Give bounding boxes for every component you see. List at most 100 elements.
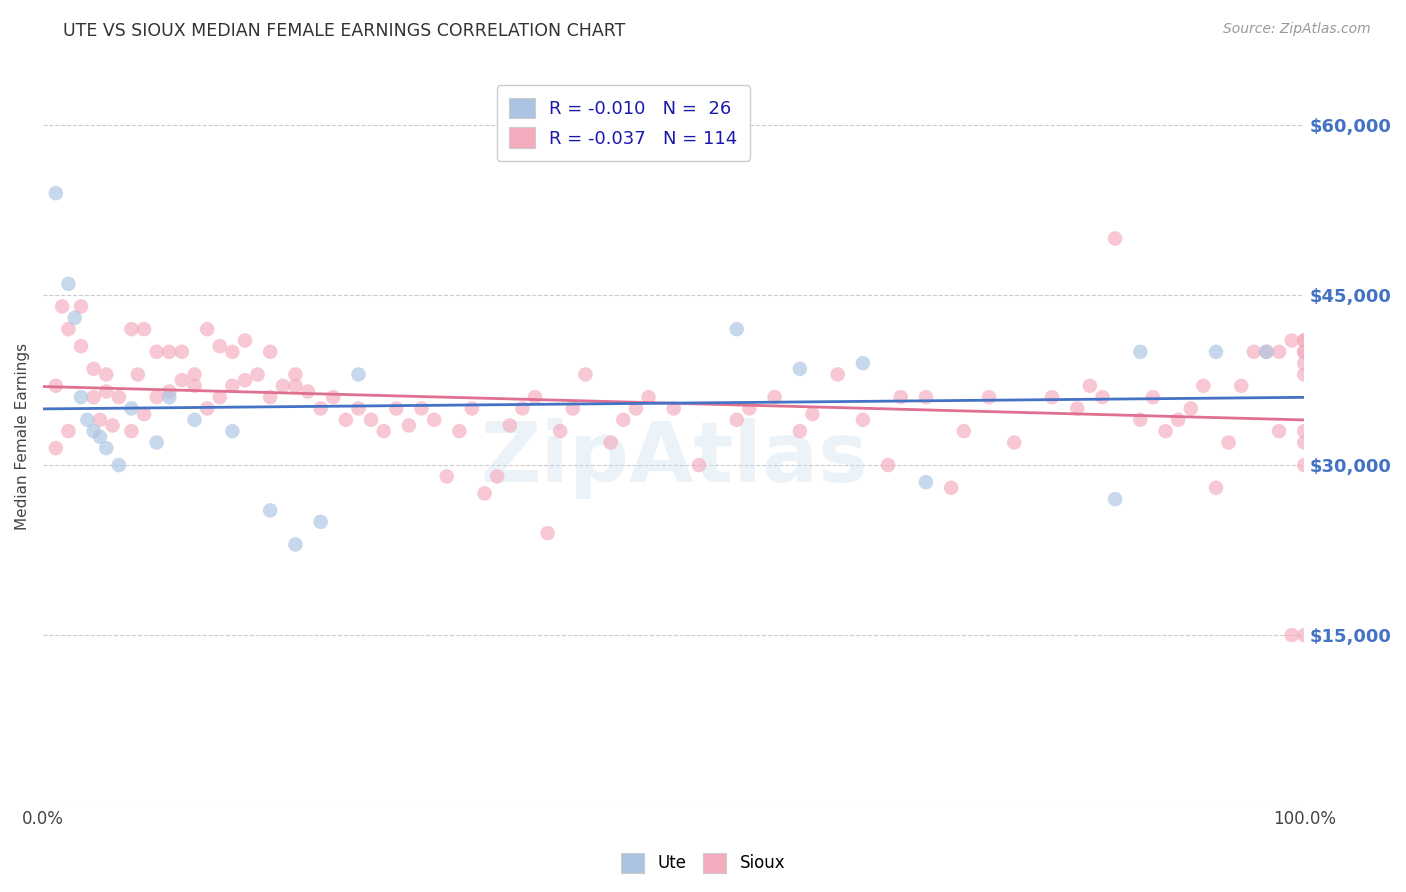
Point (96, 441, 118, 455)
Point (436, 469, 458, 483)
Point (461, 401, 484, 416)
Point (360, 413, 382, 427)
Point (208, 390, 231, 404)
Point (385, 401, 408, 416)
Point (347, 368, 370, 382)
Point (1129, 413, 1152, 427)
Point (83, 361, 105, 376)
Point (108, 390, 131, 404)
Point (45, 441, 67, 455)
Point (1294, 628, 1316, 642)
Point (561, 401, 583, 416)
Point (221, 379, 243, 393)
Point (1294, 424, 1316, 438)
Point (101, 418, 124, 433)
Point (83, 390, 105, 404)
Y-axis label: Median Female Earnings: Median Female Earnings (15, 343, 30, 531)
Point (915, 475, 938, 490)
Point (952, 424, 974, 438)
Point (183, 413, 205, 427)
Point (70, 300, 93, 314)
Point (297, 384, 319, 399)
Point (852, 356, 875, 370)
Text: Source: ZipAtlas.com: Source: ZipAtlas.com (1223, 22, 1371, 37)
Point (208, 339, 231, 353)
Point (789, 361, 811, 376)
Point (157, 390, 180, 404)
Point (96, 384, 118, 399)
Point (89, 430, 111, 444)
Point (70, 339, 93, 353)
Text: UTE VS SIOUX MEDIAN FEMALE EARNINGS CORRELATION CHART: UTE VS SIOUX MEDIAN FEMALE EARNINGS CORR… (63, 22, 626, 40)
Point (449, 424, 471, 438)
Point (1167, 413, 1189, 427)
Text: ZipAtlas: ZipAtlas (479, 418, 868, 500)
Point (45, 379, 67, 393)
Point (637, 390, 659, 404)
Point (63, 310, 86, 325)
Point (827, 368, 849, 382)
Point (96, 368, 118, 382)
Point (347, 401, 370, 416)
Point (474, 486, 496, 500)
Point (624, 401, 647, 416)
Point (1294, 344, 1316, 359)
Point (1040, 390, 1063, 404)
Point (335, 413, 357, 427)
Point (83, 424, 105, 438)
Point (322, 390, 344, 404)
Point (1066, 401, 1088, 416)
Point (45, 186, 67, 201)
Point (1294, 334, 1316, 348)
Point (725, 322, 748, 336)
Point (662, 401, 685, 416)
Point (284, 379, 307, 393)
Point (801, 407, 824, 421)
Point (890, 390, 912, 404)
Point (1205, 481, 1227, 495)
Point (738, 401, 761, 416)
Point (1180, 401, 1202, 416)
Point (183, 379, 205, 393)
Point (941, 481, 963, 495)
Point (1268, 424, 1291, 438)
Point (127, 368, 149, 382)
Point (548, 424, 571, 438)
Legend: Ute, Sioux: Ute, Sioux (614, 847, 792, 880)
Point (536, 526, 558, 541)
Point (157, 384, 180, 399)
Point (1294, 458, 1316, 472)
Point (271, 379, 294, 393)
Point (1142, 390, 1164, 404)
Point (977, 390, 1000, 404)
Point (1192, 379, 1215, 393)
Legend: R = -0.010   N =  26, R = -0.037   N = 114: R = -0.010 N = 26, R = -0.037 N = 114 (496, 85, 749, 161)
Point (1129, 344, 1152, 359)
Point (58, 424, 80, 438)
Point (309, 515, 332, 529)
Point (195, 401, 218, 416)
Point (1294, 368, 1316, 382)
Point (1268, 344, 1291, 359)
Point (170, 344, 193, 359)
Point (1002, 435, 1025, 450)
Point (246, 368, 269, 382)
Point (233, 373, 256, 387)
Point (877, 458, 900, 472)
Point (132, 322, 155, 336)
Point (121, 424, 143, 438)
Point (1256, 344, 1278, 359)
Point (1294, 356, 1316, 370)
Point (398, 418, 420, 433)
Point (58, 277, 80, 291)
Point (183, 368, 205, 382)
Point (157, 344, 180, 359)
Point (221, 344, 243, 359)
Point (121, 322, 143, 336)
Point (1294, 344, 1316, 359)
Point (852, 413, 875, 427)
Point (259, 390, 281, 404)
Point (1230, 379, 1253, 393)
Point (1294, 334, 1316, 348)
Point (145, 344, 167, 359)
